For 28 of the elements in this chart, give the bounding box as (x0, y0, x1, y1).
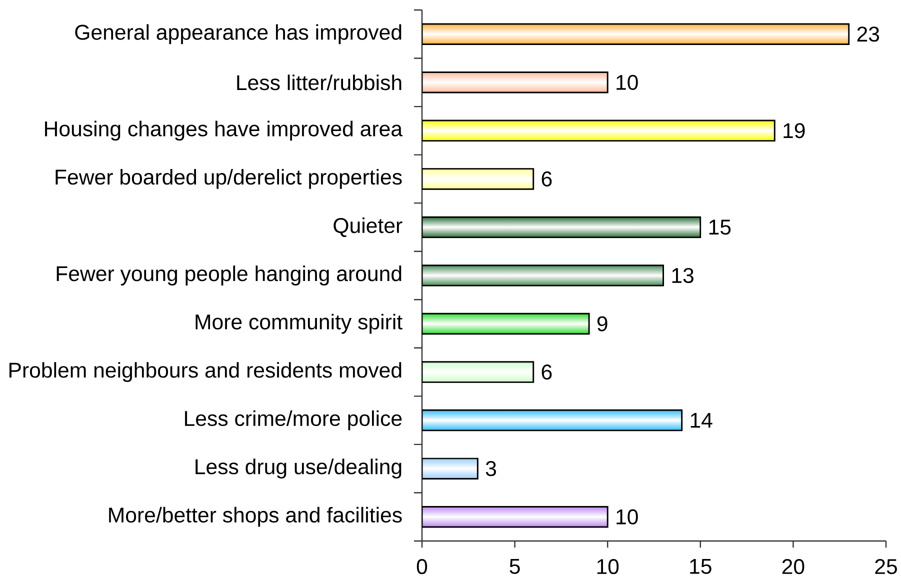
y-tick-label: Quieter (334, 217, 402, 237)
x-tick-label: 5 (510, 559, 520, 574)
data-label: 19 (784, 123, 805, 138)
y-tick-label: General appearance has improved (75, 24, 402, 44)
x-tick-label: 0 (416, 559, 428, 574)
y-tick-label: Housing changes have improved area (45, 120, 403, 141)
y-tick-label: Fewer boarded up/derelict properties (56, 169, 402, 189)
data-label: 23 (857, 26, 880, 42)
y-tick-label: Fewer young people hanging around (56, 266, 402, 286)
y-tick-label: Less litter/rubbish (237, 74, 402, 90)
data-label: 15 (709, 220, 731, 235)
y-tick-label: Less crime/more police (185, 410, 402, 430)
y-tick-label: Problem neighbours and residents moved (9, 362, 402, 382)
x-tick-label: 20 (782, 559, 804, 574)
y-tick-label: More community spirit (196, 314, 402, 334)
x-tick-label: 10 (597, 559, 619, 574)
y-tick-label: Less drug use/dealing (196, 458, 402, 479)
data-label: 10 (616, 509, 638, 524)
x-tick-label: 25 (875, 559, 897, 574)
data-label: 9 (597, 316, 608, 332)
data-label: 3 (486, 461, 496, 476)
data-label: 13 (672, 268, 694, 284)
data-label: 6 (542, 364, 552, 380)
data-label: 10 (616, 74, 638, 90)
data-label: 14 (690, 412, 712, 428)
x-tick-label: 15 (690, 559, 712, 574)
y-tick-label: More/better shops and facilities (109, 506, 402, 527)
data-label: 6 (542, 171, 552, 186)
